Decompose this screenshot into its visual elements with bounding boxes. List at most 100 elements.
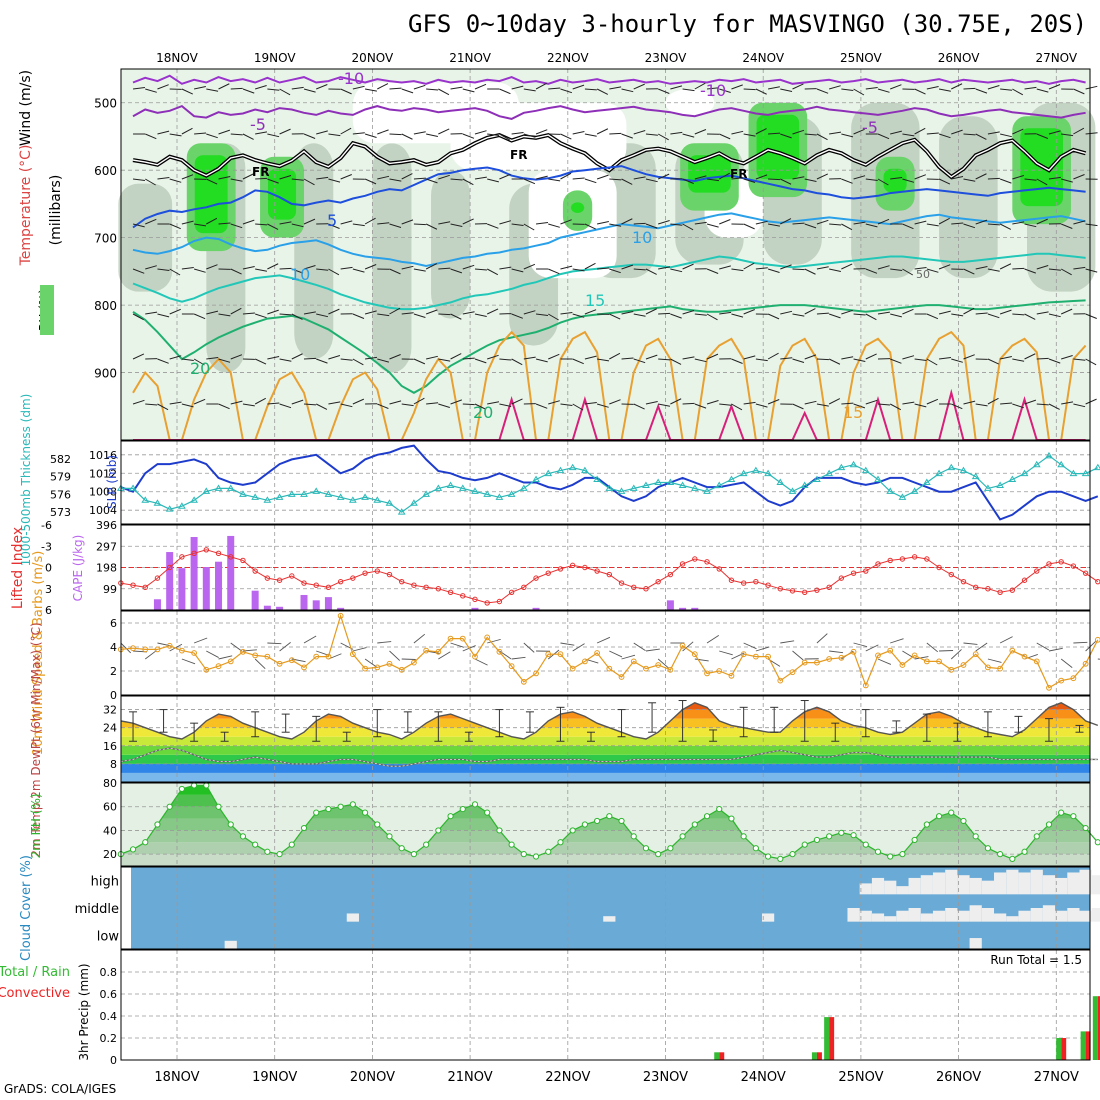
wind-barb bbox=[768, 178, 781, 181]
wind10m-barb bbox=[596, 636, 611, 644]
wind-barb bbox=[828, 358, 841, 365]
lifted-index-point bbox=[533, 575, 539, 581]
wind-barb bbox=[682, 133, 695, 138]
wind-barb bbox=[389, 354, 401, 360]
wind-barb bbox=[145, 403, 158, 406]
wind-barb bbox=[206, 264, 218, 270]
wind-barb bbox=[425, 178, 438, 184]
cloud-high-cell bbox=[1079, 869, 1092, 895]
thickness-point bbox=[837, 463, 846, 471]
wind-barb bbox=[316, 358, 328, 364]
wind-barb bbox=[401, 312, 414, 315]
wind-barb bbox=[145, 133, 157, 140]
wind-barb bbox=[1000, 88, 1013, 91]
wind-barb bbox=[535, 129, 548, 135]
wind-barb bbox=[316, 130, 328, 135]
rh-point bbox=[899, 851, 906, 858]
wind-barb bbox=[633, 176, 646, 180]
cape-bar bbox=[300, 594, 308, 610]
wind-barb bbox=[132, 178, 146, 181]
rh-point bbox=[508, 841, 515, 848]
wind-barb bbox=[584, 309, 597, 315]
wind-barb bbox=[657, 88, 670, 94]
lifted-index-point bbox=[484, 600, 490, 606]
wind-barb bbox=[193, 268, 206, 273]
wind-speed-point bbox=[838, 654, 845, 661]
wind10m-barbs bbox=[120, 633, 1100, 670]
thickness-point bbox=[495, 493, 504, 500]
wind-barb bbox=[841, 309, 853, 315]
wind-barb bbox=[169, 178, 182, 183]
lifted-index-point bbox=[240, 557, 246, 564]
wind10m-barb bbox=[389, 650, 401, 661]
thickness-point bbox=[642, 481, 650, 488]
wind-barbs bbox=[132, 82, 1098, 411]
wind-barb bbox=[609, 313, 621, 320]
cloud-high-cell bbox=[981, 880, 995, 895]
li-tick-label: -6 bbox=[41, 519, 52, 532]
wind-speed-point bbox=[801, 659, 808, 666]
wind-barb bbox=[1061, 355, 1073, 360]
lifted-index-point bbox=[289, 573, 295, 579]
wind-barb bbox=[1012, 267, 1025, 270]
rh-point bbox=[337, 803, 344, 810]
lifted-index-point bbox=[887, 557, 893, 564]
temp-band bbox=[121, 763, 1090, 773]
wind-barb bbox=[303, 178, 315, 186]
day-label-bottom: 22NOV bbox=[545, 1070, 590, 1085]
wind-barb bbox=[853, 403, 866, 409]
wind-barb bbox=[755, 267, 768, 270]
wind-barb bbox=[1073, 88, 1085, 95]
wind-barb bbox=[511, 268, 524, 273]
wind-barb bbox=[181, 267, 194, 270]
wind-barb bbox=[254, 358, 267, 365]
wind10m-barb bbox=[560, 642, 575, 646]
wind10m-barb bbox=[487, 638, 501, 644]
wind-barb bbox=[816, 219, 829, 225]
wind-barb bbox=[523, 356, 536, 360]
wind-speed-point bbox=[862, 682, 869, 689]
rh-point bbox=[410, 851, 418, 858]
lifted-index-point bbox=[643, 586, 649, 592]
wind-barb bbox=[694, 129, 707, 135]
lifted-index-point bbox=[435, 586, 442, 592]
wind-barb bbox=[865, 353, 877, 360]
temp-tick-label: 32 bbox=[103, 704, 117, 717]
wind-barb bbox=[1048, 403, 1060, 410]
wind-barb bbox=[706, 400, 719, 405]
wind-barb bbox=[548, 268, 560, 275]
wind-speed-point bbox=[398, 666, 405, 673]
wind-barb bbox=[975, 88, 988, 94]
wind-barb bbox=[316, 268, 329, 271]
thickness-point bbox=[690, 484, 699, 491]
wind10m-barb bbox=[914, 656, 929, 660]
wind-barb bbox=[633, 222, 646, 225]
wind10m-barb bbox=[950, 649, 962, 660]
rh-tick-label: 20 bbox=[103, 848, 117, 861]
thickness-point bbox=[312, 487, 321, 494]
wind-barb bbox=[426, 133, 438, 137]
rh-point bbox=[826, 833, 833, 840]
wind-barb bbox=[572, 403, 584, 411]
wind10m-barb bbox=[694, 658, 709, 662]
wind-barb bbox=[792, 358, 805, 363]
precip-total-bar bbox=[811, 1052, 817, 1060]
wind-barb bbox=[926, 132, 939, 135]
wind10m-barb bbox=[877, 658, 892, 665]
thickness-point bbox=[410, 499, 418, 506]
wind-barb bbox=[609, 86, 622, 90]
wind-barb bbox=[474, 176, 487, 180]
wind-barb bbox=[181, 127, 193, 135]
thickness-point bbox=[239, 490, 247, 497]
wind-barb bbox=[694, 221, 707, 225]
wind-barb bbox=[144, 178, 156, 186]
wind-barb bbox=[1061, 133, 1074, 137]
cape-bar bbox=[276, 606, 284, 610]
thickness-point bbox=[532, 475, 540, 483]
wind-barb bbox=[841, 402, 854, 405]
wind-barb bbox=[902, 268, 914, 276]
wind10m-barb bbox=[621, 654, 636, 660]
wind-speed-point bbox=[875, 652, 881, 659]
day-label-top: 25NOV bbox=[840, 51, 882, 65]
cloud-middle-cell bbox=[1042, 905, 1056, 922]
